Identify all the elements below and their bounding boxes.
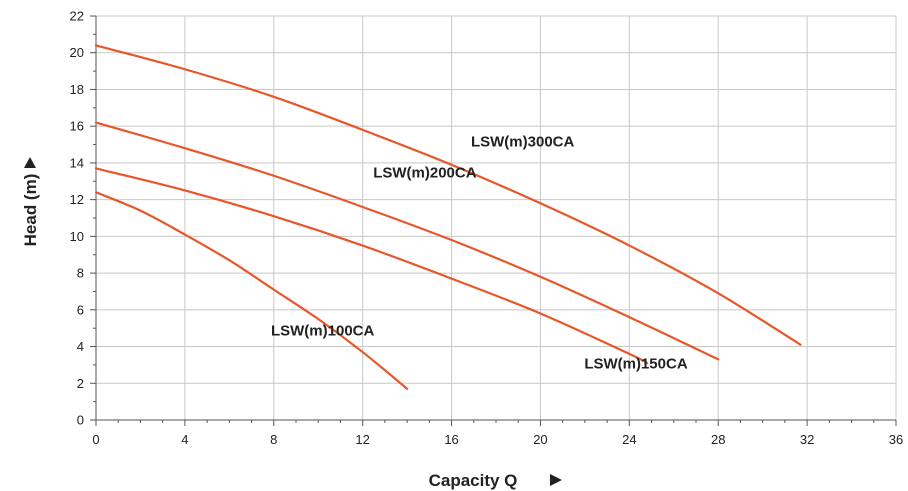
x-tick-label: 12 — [355, 432, 369, 447]
x-tick-label: 16 — [444, 432, 458, 447]
x-tick-label: 0 — [92, 432, 99, 447]
series-label: LSW(m)100CA — [271, 323, 375, 340]
y-tick-label: 22 — [70, 9, 84, 24]
y-tick-label: 6 — [77, 302, 84, 317]
y-tick-label: 4 — [77, 339, 84, 354]
series-line — [94, 121, 720, 361]
y-axis-arrow-icon — [24, 157, 36, 168]
x-tick-label: 24 — [622, 432, 636, 447]
x-tick-label: 36 — [889, 432, 903, 447]
series-lines — [94, 44, 802, 390]
x-axis-label: Capacity Q — [429, 471, 518, 490]
y-tick-label: 0 — [77, 413, 84, 428]
x-tick-label: 8 — [270, 432, 277, 447]
grid — [96, 15, 897, 420]
series-line — [94, 191, 409, 390]
x-tick-label: 20 — [533, 432, 547, 447]
series-line — [94, 44, 802, 346]
y-tick-label: 16 — [70, 119, 84, 134]
series-label: LSW(m)200CA — [373, 165, 477, 182]
series-label: LSW(m)300CA — [471, 133, 575, 150]
y-tick-label: 14 — [70, 155, 84, 170]
series-labels: LSW(m)100CA LSW(m)150CA LSW(m)200CA LSW(m)3… — [271, 133, 688, 372]
y-tick-label: 10 — [70, 229, 84, 244]
axes — [90, 15, 897, 426]
y-tick-label: 20 — [70, 45, 84, 60]
y-tick-label: 8 — [77, 266, 84, 281]
x-tick-label: 4 — [181, 432, 188, 447]
y-tick-label: 2 — [77, 376, 84, 391]
x-tick-label: 28 — [711, 432, 725, 447]
series-label: LSW(m)150CA — [584, 356, 688, 373]
y-axis-label: Head (m) — [21, 174, 40, 247]
y-tick-label: 12 — [70, 192, 84, 207]
x-axis-arrow-icon — [550, 474, 562, 486]
x-tick-label: 32 — [800, 432, 814, 447]
series-line — [94, 167, 649, 365]
y-tick-label: 18 — [70, 82, 84, 97]
